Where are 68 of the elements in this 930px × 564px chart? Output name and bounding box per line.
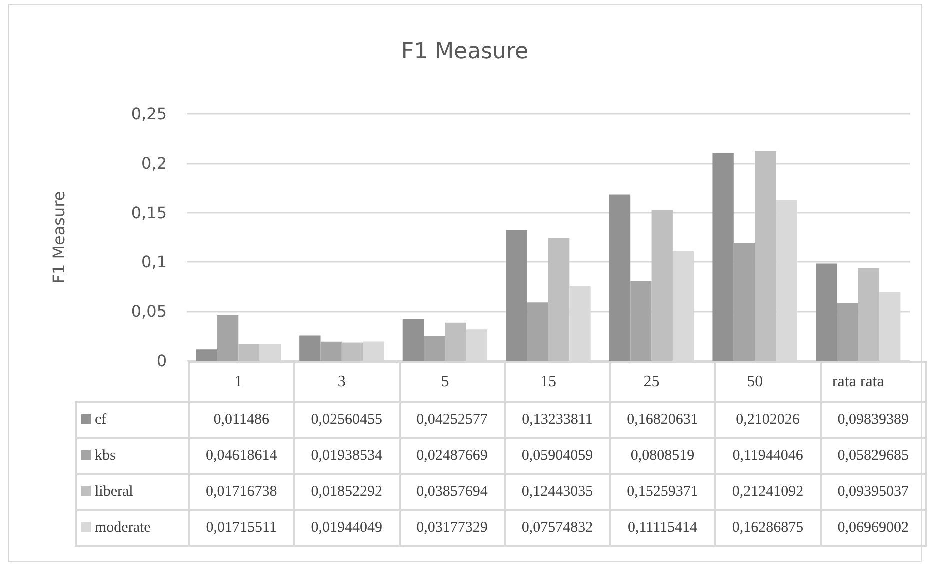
y-tick-label: 0,05 — [131, 302, 167, 322]
data-label: 0,15259371 — [610, 474, 716, 510]
data-label: 0,03177329 — [400, 510, 505, 546]
bar — [196, 350, 218, 361]
data-label: 0,21241092 — [715, 474, 821, 510]
data-label: 0,2102026 — [715, 402, 821, 438]
bar — [837, 303, 858, 361]
data-label: 0,12443035 — [504, 474, 610, 510]
bar — [755, 151, 776, 361]
bar — [445, 322, 466, 361]
data-label: 0,03857694 — [400, 474, 505, 510]
chart-title: F1 Measure — [401, 40, 529, 64]
data-label: 0,01938534 — [294, 438, 400, 474]
x-tick-label: 50 — [747, 374, 764, 390]
bar — [548, 238, 570, 361]
data-label: 0,09839389 — [820, 402, 926, 438]
legend-label: cf — [76, 402, 189, 438]
data-label: 0,01944049 — [294, 510, 400, 546]
y-tick-label: 0,25 — [131, 104, 167, 124]
bar — [300, 336, 321, 361]
legend-label: moderate — [76, 510, 189, 546]
data-label: 0,05904059 — [504, 438, 610, 474]
y-axis-title: F1 Measure — [50, 191, 68, 284]
legend-label: liberal — [76, 474, 189, 510]
data-label: 0,04252577 — [400, 402, 505, 438]
bar — [712, 153, 734, 361]
bar — [320, 342, 342, 361]
bar — [506, 230, 528, 361]
data-label: 0,07574832 — [504, 510, 610, 546]
x-tick-label: 25 — [644, 374, 660, 390]
bar — [734, 242, 756, 361]
data-label: 0,16820631 — [610, 402, 716, 438]
y-tick-label: 0,2 — [142, 154, 167, 173]
legend-label: kbs — [76, 438, 189, 474]
x-tick-label: 5 — [441, 374, 450, 390]
bar — [816, 264, 838, 361]
bar — [342, 342, 364, 361]
y-tick-label: 0 — [156, 352, 167, 370]
data-label: 0,02487669 — [400, 438, 505, 474]
bar — [527, 302, 548, 361]
bar — [858, 268, 880, 361]
x-tick-label: 15 — [540, 374, 556, 390]
x-tick-label: rata rata — [832, 374, 884, 390]
bar — [424, 336, 446, 361]
data-label: 0,04618614 — [189, 438, 294, 474]
data-label: 0,16286875 — [715, 510, 821, 546]
data-label: 0,01715511 — [189, 510, 294, 546]
data-label: 0,11115414 — [610, 510, 716, 546]
data-label: 0,01716738 — [189, 474, 294, 510]
y-tick-label: 0,1 — [142, 252, 167, 272]
bar — [652, 210, 673, 361]
data-label: 0,06969002 — [820, 510, 926, 546]
bar — [238, 344, 260, 361]
data-label: 0,01852292 — [294, 474, 400, 510]
data-label: 0,11944046 — [715, 438, 821, 474]
y-tick-label: 0,15 — [131, 203, 167, 222]
data-label: 0,011486 — [189, 402, 294, 438]
data-label: 0,13233811 — [504, 402, 610, 438]
x-tick-label: 1 — [234, 374, 243, 390]
bar — [217, 315, 239, 361]
data-label: 0,0808519 — [610, 438, 716, 474]
bar — [630, 281, 652, 361]
bar — [609, 194, 631, 361]
x-tick-label: 3 — [338, 374, 346, 390]
data-label: 0,09395037 — [820, 474, 926, 510]
data-label: 0,02560455 — [294, 402, 400, 438]
data-label: 0,05829685 — [820, 438, 926, 474]
bar — [402, 318, 424, 361]
